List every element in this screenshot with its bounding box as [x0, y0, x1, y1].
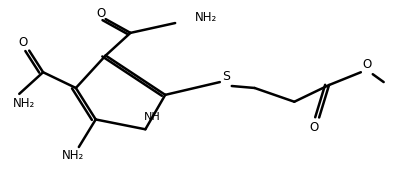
- Text: NH₂: NH₂: [13, 97, 36, 110]
- Text: O: O: [96, 7, 105, 20]
- Text: O: O: [310, 121, 319, 134]
- Text: O: O: [19, 36, 28, 49]
- Text: NH₂: NH₂: [195, 11, 217, 24]
- Text: O: O: [362, 58, 371, 71]
- Text: NH: NH: [144, 112, 161, 122]
- Text: S: S: [222, 70, 230, 83]
- Text: NH₂: NH₂: [62, 149, 84, 162]
